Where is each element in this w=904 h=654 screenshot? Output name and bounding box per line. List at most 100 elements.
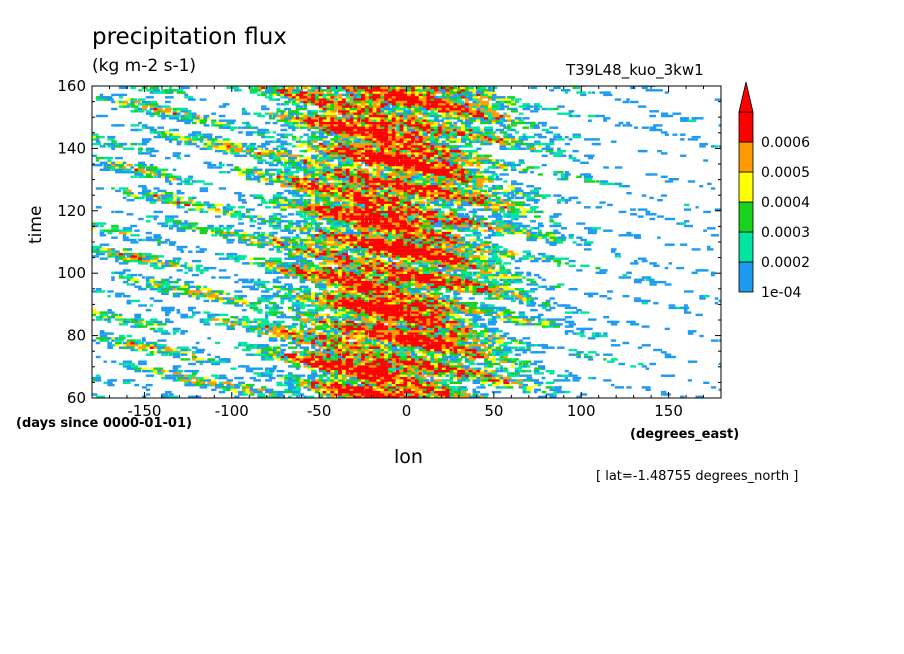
precip-cell — [318, 379, 326, 382]
precip-cell — [495, 339, 504, 342]
precip-cell — [491, 376, 498, 380]
precip-cell — [507, 276, 515, 279]
precip-cell — [380, 304, 388, 307]
precip-cell — [314, 271, 322, 274]
precip-cell — [234, 318, 242, 321]
precip-cell — [503, 348, 512, 352]
precip-cell — [284, 330, 289, 333]
precip-cell — [330, 386, 334, 389]
precip-cell — [341, 323, 346, 326]
precip-cell — [153, 369, 161, 373]
precip-cell — [380, 283, 385, 286]
precip-cell — [461, 309, 466, 312]
precip-cell — [518, 288, 525, 291]
precip-cell — [357, 266, 365, 270]
precip-cell — [322, 302, 329, 305]
precip-cell — [399, 285, 404, 288]
precip-cell — [514, 297, 522, 300]
precip-cell — [314, 273, 321, 277]
precip-cell — [526, 283, 531, 286]
precip-cell — [441, 236, 448, 239]
precip-cell — [330, 234, 336, 237]
precip-cell — [372, 278, 380, 281]
precip-cell — [334, 238, 341, 242]
precip-cell — [107, 252, 113, 256]
precip-cell — [222, 358, 231, 361]
precip-cell — [326, 369, 333, 373]
precip-cell — [537, 323, 542, 326]
precip-cell — [364, 379, 373, 382]
precip-cell — [330, 337, 337, 340]
precip-cell — [288, 297, 292, 300]
precip-cell — [468, 283, 473, 286]
precip-cell — [453, 339, 457, 342]
precip-cell — [288, 372, 293, 375]
precip-cell — [288, 295, 296, 298]
precip-cell — [268, 374, 273, 377]
precip-cell — [384, 306, 389, 310]
precip-cell — [388, 259, 393, 263]
precip-cell — [353, 365, 357, 368]
precip-cell — [388, 346, 393, 349]
precip-cell — [326, 372, 332, 375]
precip-cell — [291, 290, 296, 293]
precip-cell — [107, 316, 114, 319]
precip-cell — [484, 288, 489, 291]
precip-cell — [161, 351, 171, 354]
precip-cell — [664, 283, 672, 286]
precip-cell — [345, 276, 352, 279]
precip-cell — [441, 374, 448, 377]
precip-cell — [468, 355, 474, 359]
precip-cell — [276, 245, 285, 249]
precip-cell — [334, 365, 342, 368]
precip-cell — [395, 318, 401, 321]
precip-cell — [437, 248, 446, 251]
precip-cell — [295, 264, 302, 267]
precip-cell — [453, 290, 461, 293]
precip-cell — [276, 306, 284, 310]
precip-cell — [411, 257, 416, 260]
precip-cell — [326, 266, 332, 270]
precip-cell — [318, 243, 323, 246]
precip-cell — [238, 390, 244, 394]
precip-cell — [434, 353, 443, 356]
precip-cell — [172, 355, 181, 359]
precip-cell — [391, 369, 396, 373]
precip-cell — [518, 346, 526, 349]
precip-cell — [341, 290, 348, 293]
precip-cell — [476, 238, 483, 242]
precip-cell — [430, 376, 434, 380]
precip-cell — [145, 383, 153, 387]
precip-cell — [668, 243, 675, 246]
precip-cell — [549, 285, 557, 288]
precip-cell — [457, 358, 463, 361]
precip-cell — [184, 369, 193, 373]
precip-cell — [610, 250, 616, 253]
precip-cell — [641, 276, 652, 279]
precip-cell — [522, 299, 529, 303]
precip-cell — [445, 306, 451, 310]
precip-cell — [437, 264, 443, 267]
precip-cell — [284, 355, 291, 359]
precip-cell — [330, 318, 336, 321]
precip-cell — [380, 295, 388, 298]
precip-cell — [361, 381, 368, 384]
precip-cell — [195, 264, 203, 267]
precip-cell — [268, 288, 274, 291]
precip-cell — [503, 288, 509, 291]
precip-cell — [391, 269, 400, 272]
precip-cell — [434, 299, 442, 303]
precip-cell — [291, 238, 297, 242]
precip-cell — [434, 341, 442, 345]
precip-cell — [472, 348, 478, 352]
precip-cell — [614, 255, 622, 258]
precip-cell — [457, 346, 465, 349]
precip-cell — [364, 269, 372, 272]
precip-cell — [126, 367, 136, 370]
precip-cell — [268, 264, 276, 267]
precip-cell — [399, 337, 405, 340]
precip-cell — [272, 257, 282, 260]
precip-cell — [295, 318, 301, 321]
precip-cell — [338, 250, 344, 253]
precip-cell — [322, 266, 326, 270]
